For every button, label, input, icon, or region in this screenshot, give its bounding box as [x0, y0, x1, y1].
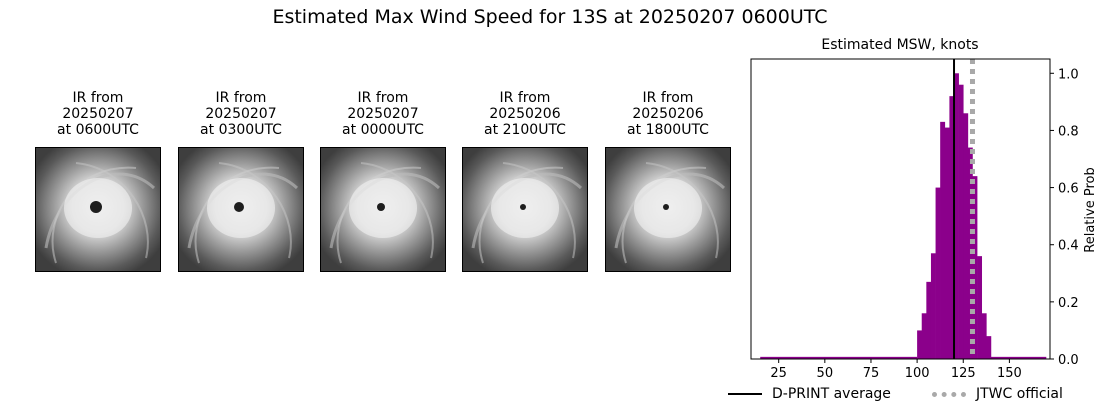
legend-item-jtwc: JTWC official	[932, 386, 1063, 402]
ir-panel-1: IR from 20250207 at 0600UTC	[35, 90, 161, 272]
caption-line-2: 20250207	[205, 106, 277, 122]
ir-satellite-image	[462, 147, 588, 272]
histogram-tail	[990, 356, 1047, 359]
x-axis: 25 50 75 100 125 150	[770, 359, 1022, 381]
ir-panel-caption: IR from 20250206 at 1800UTC	[605, 90, 731, 138]
cyclone-image	[179, 148, 303, 271]
histogram-bar	[935, 187, 941, 359]
caption-line-3: at 2100UTC	[484, 122, 566, 138]
caption-line-1: IR from	[357, 90, 409, 106]
cyclone-image	[321, 148, 445, 271]
caption-line-1: IR from	[642, 90, 694, 106]
y-tick-label: 0.2	[1058, 296, 1079, 311]
caption-line-1: IR from	[215, 90, 267, 106]
histogram-tail	[760, 356, 918, 359]
caption-line-3: at 0300UTC	[200, 122, 282, 138]
chart-title: Estimated MSW, knots	[821, 37, 978, 53]
caption-line-2: 20250207	[62, 106, 134, 122]
ir-panel-caption: IR from 20250206 at 2100UTC	[462, 90, 588, 138]
histogram-bar	[958, 84, 964, 359]
x-tick-label: 50	[817, 366, 834, 381]
y-tick-label: 1.0	[1058, 67, 1079, 82]
ir-panel-caption: IR from 20250207 at 0600UTC	[35, 90, 161, 138]
ir-panel-2: IR from 20250207 at 0300UTC	[178, 90, 304, 272]
histogram-bar	[972, 176, 978, 359]
legend-dotted-line-icon	[932, 391, 966, 397]
ir-satellite-image	[320, 147, 446, 272]
y-tick-label: 0.0	[1058, 353, 1079, 368]
plot-frame	[750, 58, 1051, 360]
reference-lines	[953, 59, 975, 359]
histogram-bar	[940, 121, 946, 359]
caption-line-2: 20250206	[489, 106, 561, 122]
y-tick-label: 0.6	[1058, 182, 1079, 197]
x-tick-label: 75	[863, 366, 880, 381]
cyclone-image	[36, 148, 160, 271]
histogram-bar	[949, 96, 955, 360]
caption-line-2: 20250206	[632, 106, 704, 122]
histogram-bar	[917, 330, 923, 359]
cyclone-image	[606, 148, 730, 271]
y-axis-label: Relative Prob	[1083, 167, 1098, 252]
y-tick-label: 0.8	[1058, 124, 1079, 139]
legend-item-dprint: D-PRINT average	[728, 386, 891, 402]
ir-satellite-image	[35, 147, 161, 272]
legend-label: D-PRINT average	[772, 386, 891, 402]
histogram-bars	[760, 73, 1047, 360]
x-tick-label: 100	[905, 366, 930, 381]
histogram-bar	[986, 336, 992, 359]
histogram-bar	[921, 313, 927, 359]
caption-line-3: at 0000UTC	[342, 122, 424, 138]
histogram-bar	[954, 73, 959, 360]
x-tick-label: 150	[997, 366, 1022, 381]
y-axis: 0.0 0.2 0.4 0.6 0.8 1.0	[1050, 67, 1079, 368]
legend-label: JTWC official	[976, 386, 1063, 402]
ir-satellite-image	[605, 147, 731, 272]
histogram-bar	[963, 113, 969, 360]
ir-panel-3: IR from 20250207 at 0000UTC	[320, 90, 446, 272]
histogram-bar	[926, 281, 932, 359]
ir-panel-caption: IR from 20250207 at 0000UTC	[320, 90, 446, 138]
y-tick-label: 0.4	[1058, 239, 1079, 254]
legend-solid-line-icon	[728, 393, 762, 395]
caption-line-2: 20250207	[347, 106, 419, 122]
histogram-bar	[981, 313, 987, 359]
ir-panel-4: IR from 20250206 at 2100UTC	[462, 90, 588, 272]
caption-line-3: at 0600UTC	[57, 122, 139, 138]
ir-panel-caption: IR from 20250207 at 0300UTC	[178, 90, 304, 138]
histogram-bar	[930, 253, 936, 359]
caption-line-1: IR from	[499, 90, 551, 106]
histogram-bar	[944, 127, 950, 359]
x-tick-label: 125	[951, 366, 976, 381]
ir-satellite-image	[178, 147, 304, 272]
histogram-bar	[977, 256, 983, 359]
ir-panel-5: IR from 20250206 at 1800UTC	[605, 90, 731, 272]
caption-line-1: IR from	[72, 90, 124, 106]
caption-line-3: at 1800UTC	[627, 122, 709, 138]
x-tick-label: 25	[770, 366, 787, 381]
main-title: Estimated Max Wind Speed for 13S at 2025…	[272, 6, 828, 28]
cyclone-image	[463, 148, 587, 271]
